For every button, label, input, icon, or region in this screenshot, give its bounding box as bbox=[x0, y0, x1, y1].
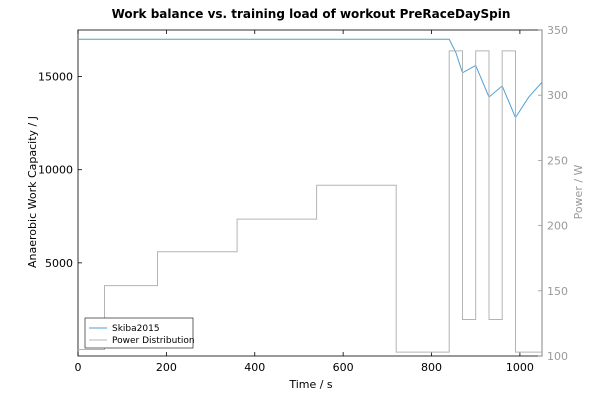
x-tick-label: 400 bbox=[244, 361, 265, 374]
legend-label: Power Distribution bbox=[112, 336, 195, 346]
x-tick-label: 600 bbox=[333, 361, 354, 374]
y-tick-label-right: 350 bbox=[547, 24, 568, 37]
x-axis-label: Time / s bbox=[288, 378, 333, 391]
x-tick-label: 800 bbox=[421, 361, 442, 374]
y-axis-label-left: Anaerobic Work Capacity / J bbox=[26, 116, 39, 268]
y-tick-label-right: 150 bbox=[547, 285, 568, 298]
legend-label: Skiba2015 bbox=[112, 324, 160, 334]
series-line-power-distribution bbox=[78, 50, 542, 353]
chart-title: Work balance vs. training load of workou… bbox=[112, 7, 511, 21]
y-tick-label-left: 5000 bbox=[45, 257, 73, 270]
x-tick-label: 1000 bbox=[506, 361, 534, 374]
plot-frame bbox=[77, 29, 543, 357]
plot-area: 0 200 400 600 800 1000 5000 10000 15000 100 150 200… bbox=[38, 24, 568, 374]
y-tick-label-left: 10000 bbox=[38, 164, 73, 177]
x-tick-label: 200 bbox=[156, 361, 177, 374]
y-tick-label-right: 200 bbox=[547, 220, 568, 233]
series-line-skiba2015 bbox=[78, 38, 543, 119]
y-axis-label-right: Power / W bbox=[572, 164, 585, 219]
y-tick-label-right: 300 bbox=[547, 89, 568, 102]
legend-box bbox=[84, 317, 194, 349]
y-tick-label-left: 15000 bbox=[38, 71, 73, 84]
legend: Skiba2015 Power Distribution bbox=[84, 317, 195, 349]
x-tick-label: 0 bbox=[75, 361, 82, 374]
y-tick-label-right: 100 bbox=[547, 350, 568, 363]
y-tick-label-right: 250 bbox=[547, 154, 568, 167]
